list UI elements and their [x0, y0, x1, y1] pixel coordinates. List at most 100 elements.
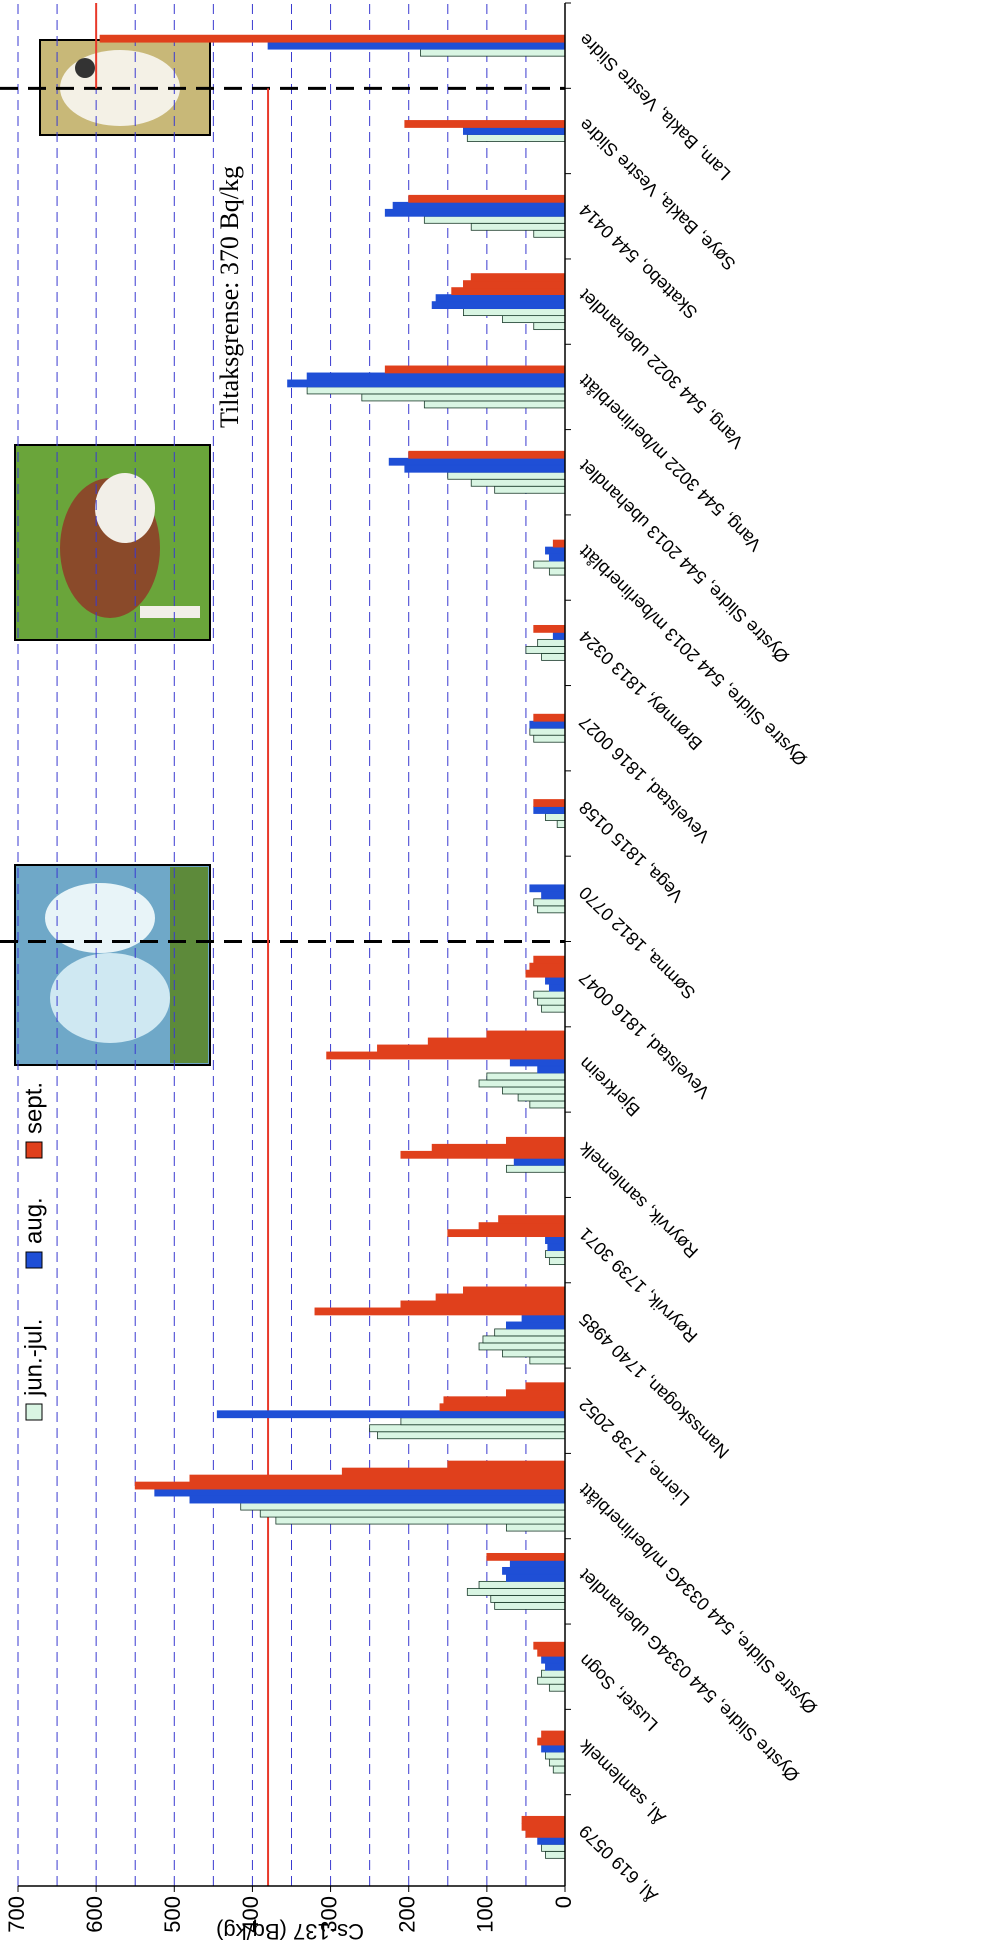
- bar: [276, 1517, 565, 1524]
- bar: [538, 1738, 565, 1745]
- bar: [548, 1244, 565, 1251]
- annotation: Tiltaksgrense: 370 Bq/kg: [215, 166, 244, 428]
- bar: [342, 1468, 565, 1475]
- bar: [545, 1752, 565, 1759]
- bar: [530, 1357, 565, 1364]
- bar: [545, 1663, 565, 1670]
- bar: [385, 366, 565, 373]
- bar: [377, 1045, 565, 1052]
- bar: [448, 1230, 565, 1237]
- bar: [155, 1489, 565, 1496]
- bar: [545, 1251, 565, 1258]
- bar: [288, 380, 565, 387]
- photo-goats: [15, 865, 210, 1065]
- bar: [549, 1258, 565, 1265]
- bar: [405, 465, 565, 472]
- bar: [463, 127, 565, 134]
- x-tick-label: Bjerkreim: [575, 1053, 644, 1120]
- bar: [420, 49, 565, 56]
- x-tick-label: Ål, 619 0579: [575, 1821, 662, 1906]
- bar: [448, 472, 565, 479]
- bar: [530, 1101, 565, 1108]
- bar: [487, 1553, 565, 1560]
- bar: [510, 1059, 565, 1066]
- bar: [432, 302, 565, 309]
- bar: [506, 1322, 565, 1329]
- bar: [534, 230, 565, 237]
- bar: [545, 1851, 565, 1858]
- bar: [401, 1418, 565, 1425]
- bar: [549, 1759, 565, 1766]
- bar: [463, 281, 565, 288]
- bar: [479, 1223, 565, 1230]
- bar: [436, 1294, 565, 1301]
- bar: [545, 977, 565, 984]
- bar: [542, 1731, 565, 1738]
- bar: [534, 561, 565, 568]
- x-tick-label: Vang, 544 3022 m/berlinerblått: [575, 371, 765, 555]
- bar: [534, 800, 565, 807]
- bar: [542, 1005, 565, 1012]
- bar: [471, 223, 565, 230]
- bar: [530, 963, 565, 970]
- bar: [557, 821, 565, 828]
- bar: [538, 1677, 565, 1684]
- bar: [424, 401, 565, 408]
- legend-label: sept.: [20, 1082, 47, 1134]
- bar: [545, 814, 565, 821]
- bar: [502, 316, 565, 323]
- bar: [538, 906, 565, 913]
- bar: [538, 1649, 565, 1656]
- page: Cs-137 (Bq/kg) Tiltaksgrense: 370 Bq/kg …: [0, 0, 1000, 1948]
- bar: [393, 202, 565, 209]
- bar: [534, 735, 565, 742]
- bar: [100, 35, 565, 42]
- bar: [522, 1816, 565, 1823]
- bar: [542, 653, 565, 660]
- bar: [389, 458, 565, 465]
- bar: [534, 807, 565, 814]
- bar: [370, 1425, 565, 1432]
- bar: [432, 1144, 565, 1151]
- legend-swatch: [26, 1252, 42, 1268]
- bar: [307, 373, 565, 380]
- bar: [538, 1837, 565, 1844]
- bar: [553, 632, 565, 639]
- bar: [534, 625, 565, 632]
- bar: [190, 1475, 565, 1482]
- y-tick-label: 0: [551, 1896, 576, 1908]
- chart: Cs-137 (Bq/kg) Tiltaksgrense: 370 Bq/kg …: [0, 0, 1000, 1948]
- bar: [522, 1823, 565, 1830]
- bar: [327, 1052, 565, 1059]
- bar: [553, 1766, 565, 1773]
- bar: [471, 274, 565, 281]
- legend-label: jun.-jul.: [20, 1319, 47, 1397]
- bar: [440, 1404, 565, 1411]
- bar: [241, 1503, 565, 1510]
- bar: [405, 120, 565, 127]
- bar: [495, 1602, 565, 1609]
- bar: [510, 1560, 565, 1567]
- bar: [436, 295, 565, 302]
- y-tick-label: 400: [238, 1896, 263, 1933]
- bar: [538, 1066, 565, 1073]
- bar: [506, 1390, 565, 1397]
- bar: [542, 1745, 565, 1752]
- bar: [542, 1670, 565, 1677]
- y-tick-label: 100: [473, 1896, 498, 1933]
- bar: [401, 1301, 565, 1308]
- bar: [499, 1216, 565, 1223]
- bar: [377, 1432, 565, 1439]
- x-tick-label: Namsskogan, 1740 4985: [575, 1309, 733, 1462]
- y-tick-label: 200: [395, 1896, 420, 1933]
- x-tick-label: Lam, Bakla, Vestre Slidre: [575, 29, 734, 184]
- bar: [506, 1165, 565, 1172]
- bar: [479, 1080, 565, 1087]
- bar: [542, 1844, 565, 1851]
- bar: [530, 721, 565, 728]
- bar: [534, 714, 565, 721]
- bar: [471, 479, 565, 486]
- bar: [549, 568, 565, 575]
- bar: [545, 1237, 565, 1244]
- bar: [538, 639, 565, 646]
